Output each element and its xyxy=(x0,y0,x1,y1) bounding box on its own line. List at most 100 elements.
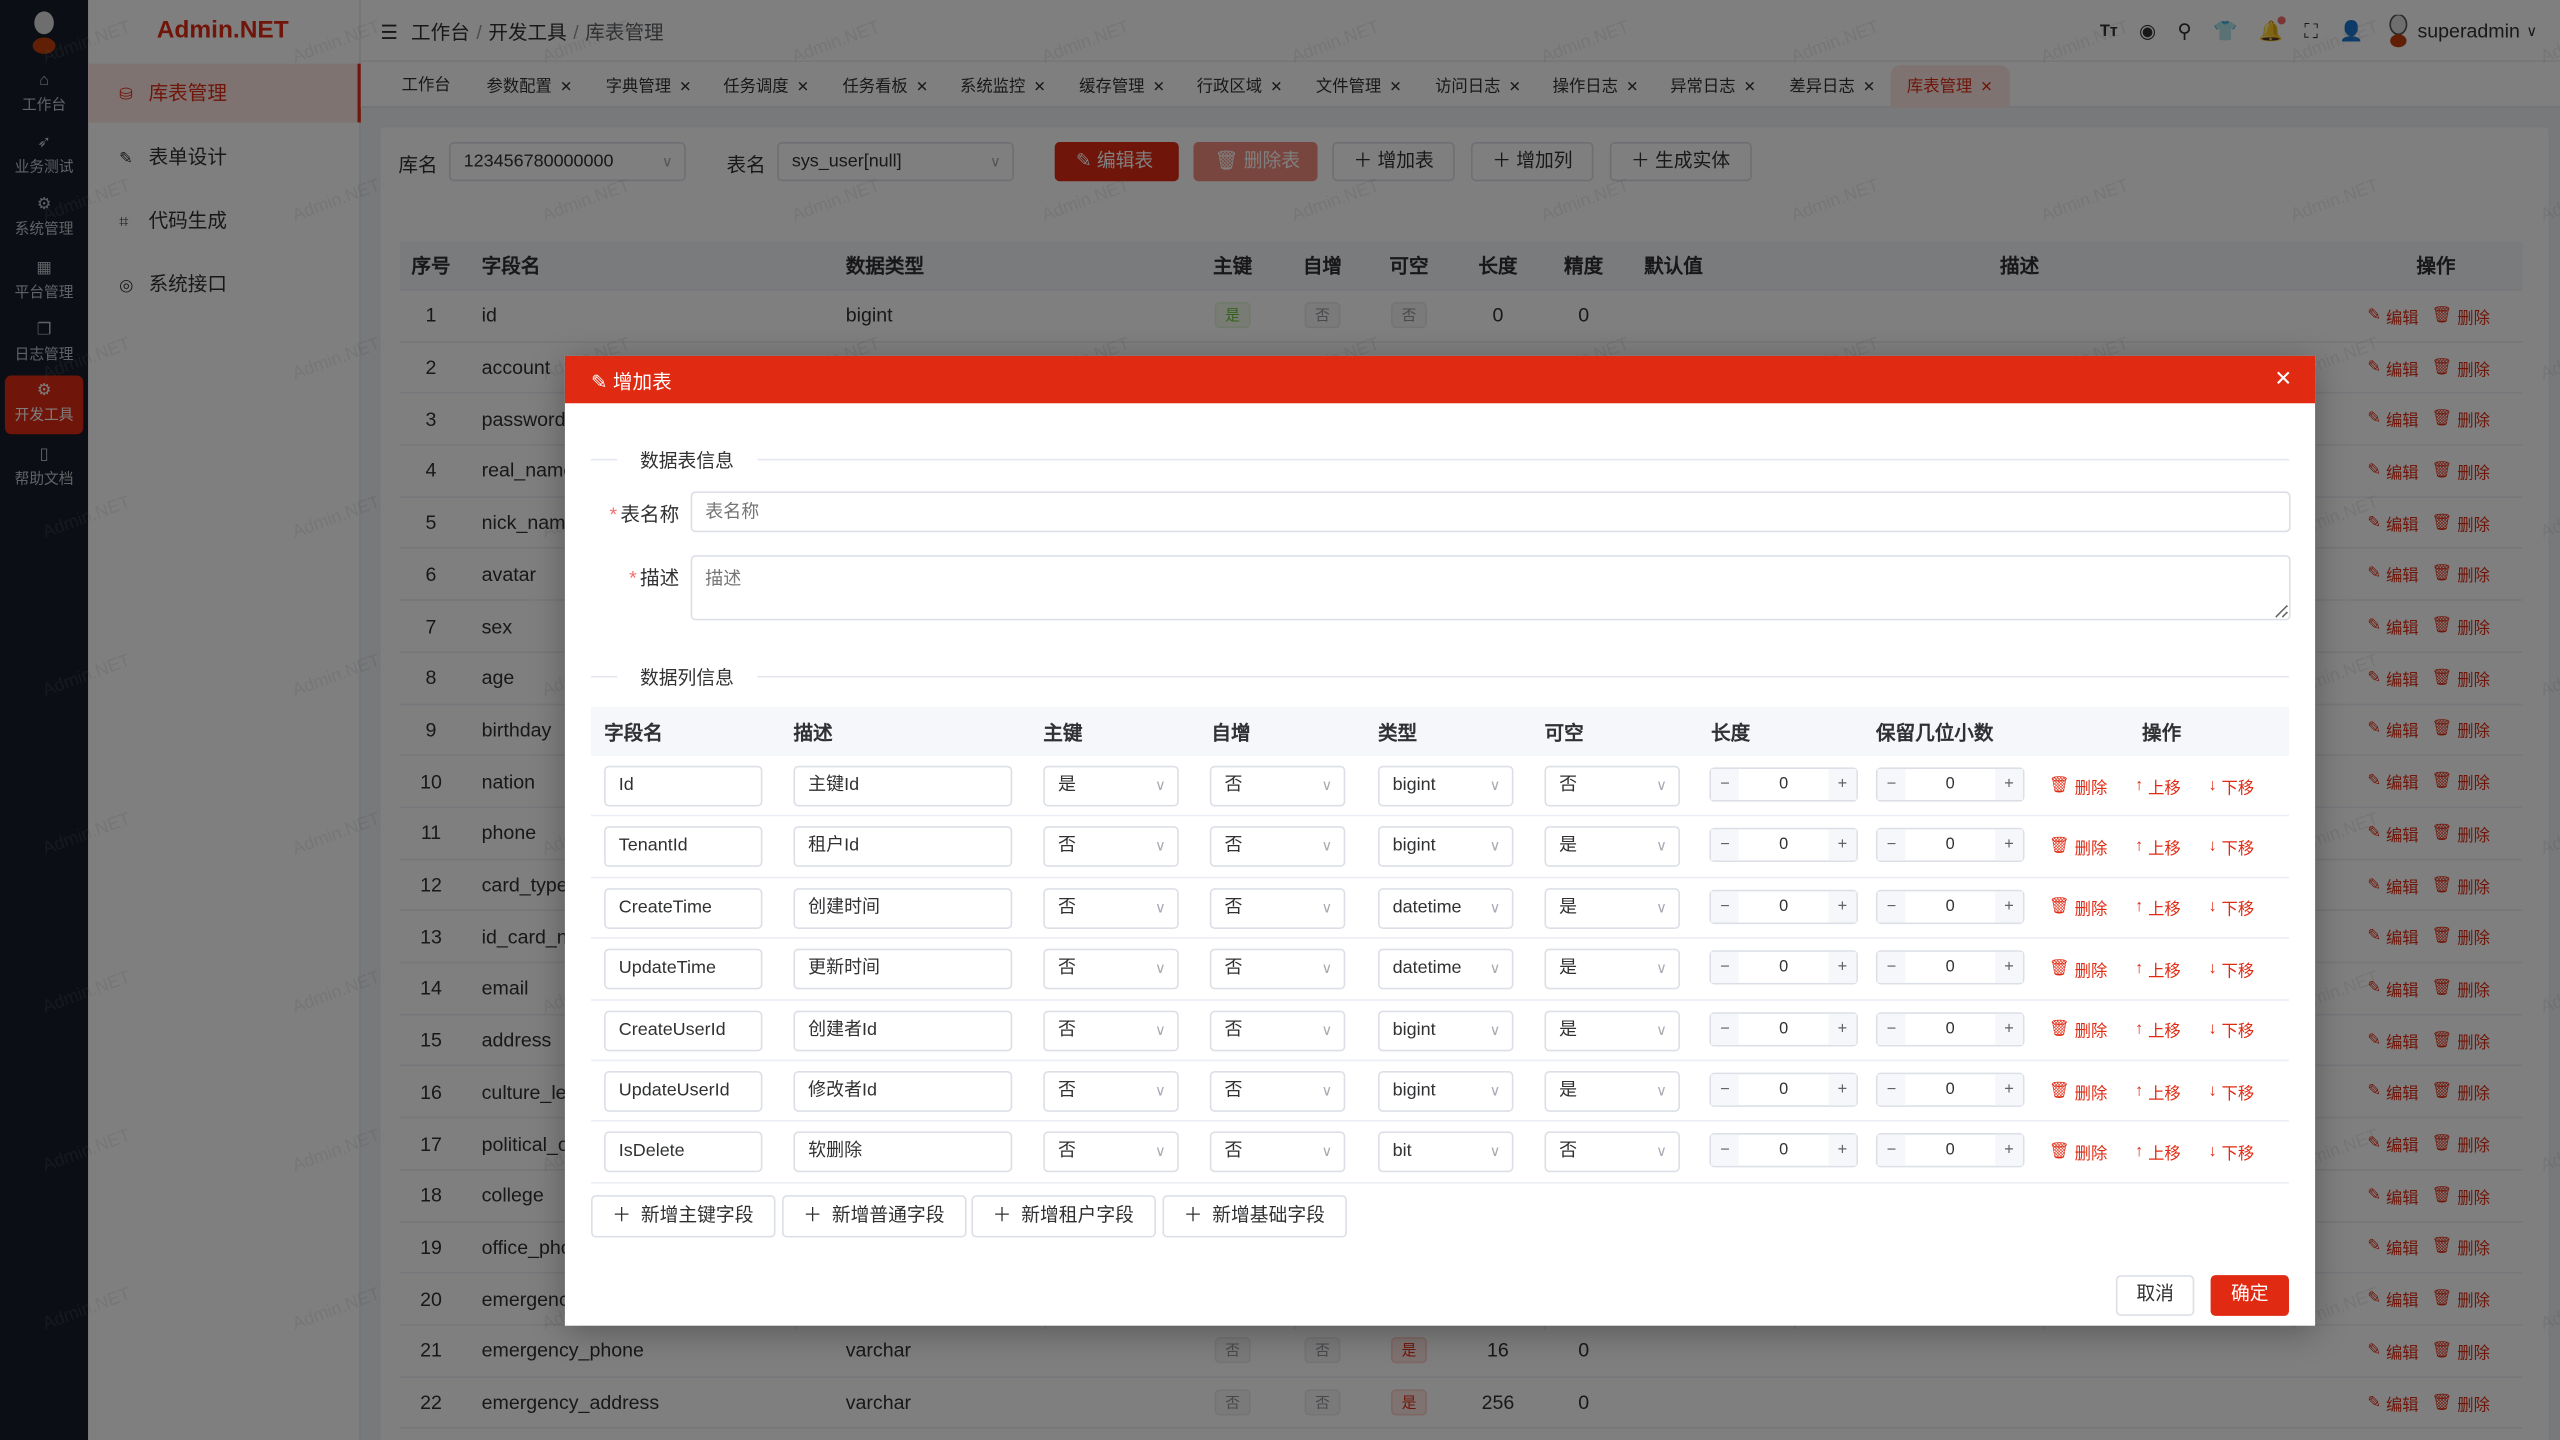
auto-increment-select[interactable]: 否 ∨ xyxy=(1209,1009,1346,1051)
move-up-link[interactable]: 上移 xyxy=(2148,1146,2181,1165)
stepper-value[interactable]: 0 xyxy=(1945,775,1955,794)
plus-button[interactable]: + xyxy=(1995,1013,2023,1045)
auto-increment-select[interactable]: 否 ∨ xyxy=(1209,948,1346,990)
field-name-input[interactable]: UpdateUserId xyxy=(604,1071,763,1112)
minus-button[interactable]: − xyxy=(1711,830,1739,862)
plus-button[interactable]: + xyxy=(1828,1074,1857,1106)
add-field-button[interactable]: ＋ 新增普通字段 xyxy=(782,1195,966,1238)
length-stepper[interactable]: − 0 + xyxy=(1709,889,1858,924)
move-down-link[interactable]: 下移 xyxy=(2221,1146,2255,1165)
length-stepper[interactable]: − 0 + xyxy=(1709,767,1858,802)
primary-key-select[interactable]: 否 ∨ xyxy=(1043,1009,1179,1051)
field-name-input[interactable]: CreateTime xyxy=(604,887,763,929)
move-up-link[interactable]: 上移 xyxy=(2148,902,2181,920)
nullable-select[interactable]: 是 ∨ xyxy=(1544,826,1680,868)
stepper-value[interactable]: 0 xyxy=(1945,1141,1955,1160)
move-down-link[interactable]: 下移 xyxy=(2221,840,2255,859)
plus-button[interactable]: + xyxy=(1828,830,1857,862)
minus-button[interactable]: − xyxy=(1877,952,1906,984)
close-icon[interactable]: ✕ xyxy=(2274,365,2293,391)
primary-key-select[interactable]: 否 ∨ xyxy=(1043,826,1179,868)
nullable-select[interactable]: 是 ∨ xyxy=(1544,1009,1680,1051)
add-field-button[interactable]: ＋ 新增基础字段 xyxy=(1162,1195,1347,1238)
minus-button[interactable]: − xyxy=(1711,1013,1739,1045)
plus-button[interactable]: + xyxy=(1995,1074,2023,1106)
primary-key-select[interactable]: 否 ∨ xyxy=(1043,948,1179,990)
minus-button[interactable]: − xyxy=(1711,952,1739,984)
move-down-link[interactable]: 下移 xyxy=(2221,902,2255,920)
nullable-select[interactable]: 是 ∨ xyxy=(1544,887,1680,929)
stepper-value[interactable]: 0 xyxy=(1779,1080,1789,1099)
decimal-stepper[interactable]: − 0 + xyxy=(1875,1011,2025,1046)
stepper-value[interactable]: 0 xyxy=(1945,897,1955,916)
stepper-value[interactable]: 0 xyxy=(1779,897,1789,916)
stepper-value[interactable]: 0 xyxy=(1945,836,1955,855)
minus-button[interactable]: − xyxy=(1877,1074,1906,1106)
decimal-stepper[interactable]: − 0 + xyxy=(1875,1072,2025,1107)
decimal-stepper[interactable]: − 0 + xyxy=(1875,828,2025,863)
confirm-button[interactable]: 确定 xyxy=(2210,1275,2289,1316)
type-select[interactable]: bigint ∨ xyxy=(1377,826,1514,868)
auto-increment-select[interactable]: 否 ∨ xyxy=(1209,826,1346,868)
move-down-link[interactable]: 下移 xyxy=(2221,1085,2255,1104)
plus-button[interactable]: + xyxy=(1995,1135,2023,1167)
minus-button[interactable]: − xyxy=(1877,1013,1906,1045)
plus-button[interactable]: + xyxy=(1995,952,2023,984)
minus-button[interactable]: − xyxy=(1711,1074,1739,1106)
minus-button[interactable]: − xyxy=(1877,768,1906,800)
move-up-link[interactable]: 上移 xyxy=(2148,963,2181,982)
length-stepper[interactable]: − 0 + xyxy=(1709,1133,1858,1168)
move-up-link[interactable]: 上移 xyxy=(2148,779,2181,798)
move-down-link[interactable]: 下移 xyxy=(2221,963,2255,982)
description-input[interactable]: 更新时间 xyxy=(793,948,1013,990)
delete-column-link[interactable]: 删除 xyxy=(2074,963,2108,982)
type-select[interactable]: datetime ∨ xyxy=(1377,887,1514,929)
stepper-value[interactable]: 0 xyxy=(1779,1141,1789,1160)
stepper-value[interactable]: 0 xyxy=(1779,1019,1789,1038)
delete-column-link[interactable]: 删除 xyxy=(2074,840,2108,859)
plus-button[interactable]: + xyxy=(1828,952,1857,984)
primary-key-select[interactable]: 否 ∨ xyxy=(1043,1071,1179,1112)
minus-button[interactable]: − xyxy=(1877,830,1906,862)
type-select[interactable]: bigint ∨ xyxy=(1377,1009,1514,1051)
stepper-value[interactable]: 0 xyxy=(1945,1080,1955,1099)
field-name-input[interactable]: TenantId xyxy=(604,826,763,868)
delete-column-link[interactable]: 删除 xyxy=(2074,1085,2108,1104)
field-name-input[interactable]: Id xyxy=(604,765,763,807)
add-field-button[interactable]: ＋ 新增主键字段 xyxy=(591,1195,775,1238)
nullable-select[interactable]: 是 ∨ xyxy=(1544,948,1680,990)
decimal-stepper[interactable]: − 0 + xyxy=(1875,889,2025,924)
stepper-value[interactable]: 0 xyxy=(1779,958,1789,977)
type-select[interactable]: bit ∨ xyxy=(1377,1132,1514,1173)
auto-increment-select[interactable]: 否 ∨ xyxy=(1209,1132,1346,1173)
stepper-value[interactable]: 0 xyxy=(1779,836,1789,855)
description-input[interactable]: 创建时间 xyxy=(793,887,1013,929)
minus-button[interactable]: − xyxy=(1711,891,1739,923)
move-down-link[interactable]: 下移 xyxy=(2221,779,2255,798)
primary-key-select[interactable]: 否 ∨ xyxy=(1043,887,1179,929)
nullable-select[interactable]: 否 ∨ xyxy=(1544,765,1680,807)
primary-key-select[interactable]: 否 ∨ xyxy=(1043,1132,1179,1173)
plus-button[interactable]: + xyxy=(1828,1135,1857,1167)
delete-column-link[interactable]: 删除 xyxy=(2074,902,2108,920)
minus-button[interactable]: − xyxy=(1877,891,1906,923)
type-select[interactable]: datetime ∨ xyxy=(1377,948,1514,990)
move-down-link[interactable]: 下移 xyxy=(2221,1024,2255,1043)
description-textarea[interactable] xyxy=(690,555,2291,621)
length-stepper[interactable]: − 0 + xyxy=(1709,1011,1858,1046)
delete-column-link[interactable]: 删除 xyxy=(2074,1024,2108,1043)
decimal-stepper[interactable]: − 0 + xyxy=(1875,950,2025,985)
auto-increment-select[interactable]: 否 ∨ xyxy=(1209,887,1346,929)
stepper-value[interactable]: 0 xyxy=(1945,1019,1955,1038)
description-input[interactable]: 修改者Id xyxy=(793,1071,1013,1112)
stepper-value[interactable]: 0 xyxy=(1945,958,1955,977)
length-stepper[interactable]: − 0 + xyxy=(1709,1072,1858,1107)
delete-column-link[interactable]: 删除 xyxy=(2074,1146,2108,1165)
plus-button[interactable]: + xyxy=(1995,891,2023,923)
plus-button[interactable]: + xyxy=(1828,1013,1857,1045)
description-input[interactable]: 租户Id xyxy=(793,826,1013,868)
plus-button[interactable]: + xyxy=(1995,830,2023,862)
minus-button[interactable]: − xyxy=(1711,1135,1739,1167)
cancel-button[interactable]: 取消 xyxy=(2115,1275,2195,1316)
decimal-stepper[interactable]: − 0 + xyxy=(1875,1133,2025,1168)
